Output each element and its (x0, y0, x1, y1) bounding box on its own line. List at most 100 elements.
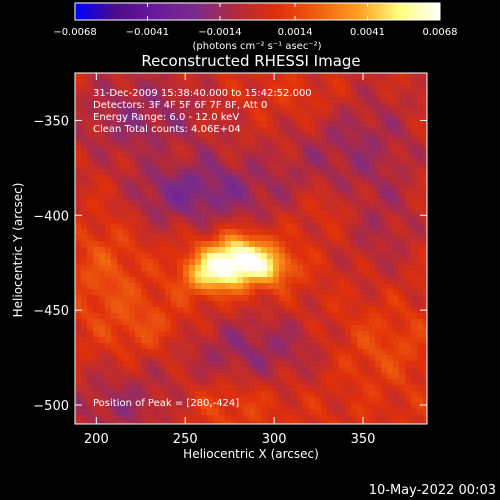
heatmap-cell (297, 139, 304, 146)
heatmap-cell (99, 271, 106, 278)
heatmap-cell (177, 319, 184, 326)
heatmap-cell (375, 259, 382, 266)
heatmap-cell (87, 223, 94, 230)
heatmap-cell (237, 409, 244, 416)
heatmap-cell (195, 415, 202, 422)
heatmap-cell (165, 313, 172, 320)
heatmap-cell (279, 163, 286, 170)
heatmap-cell (81, 151, 88, 158)
heatmap-cell (423, 409, 427, 416)
heatmap-cell (267, 127, 274, 134)
heatmap-cell (393, 385, 400, 392)
heatmap-cell (135, 85, 142, 92)
heatmap-cell (261, 175, 268, 182)
heatmap-cell (291, 343, 298, 350)
heatmap-cell (411, 289, 418, 296)
heatmap-cell (165, 355, 172, 362)
heatmap-cell (399, 193, 406, 200)
heatmap-cell (111, 373, 118, 380)
heatmap-cell (165, 391, 172, 398)
heatmap-cell (243, 79, 250, 86)
heatmap-cell (303, 73, 310, 80)
heatmap-cell (315, 115, 322, 122)
heatmap-cell (111, 127, 118, 134)
heatmap-cell (207, 229, 214, 236)
heatmap-cell (333, 391, 340, 398)
heatmap-cell (243, 253, 250, 260)
heatmap-cell (183, 241, 190, 248)
heatmap-cell (381, 175, 388, 182)
heatmap-cell (207, 109, 214, 116)
heatmap-cell (93, 127, 100, 134)
heatmap-cell (111, 379, 118, 386)
heatmap-cell (93, 343, 100, 350)
heatmap-cell (129, 271, 136, 278)
heatmap-cell (231, 139, 238, 146)
heatmap-cell (129, 73, 136, 80)
heatmap-cell (87, 307, 94, 314)
heatmap-cell (129, 145, 136, 152)
heatmap-cell (267, 331, 274, 338)
heatmap-cell (87, 421, 94, 424)
heatmap-cell (285, 217, 292, 224)
heatmap-cell (237, 361, 244, 368)
heatmap-cell (75, 193, 82, 200)
heatmap-cell (309, 79, 316, 86)
heatmap-cell (93, 391, 100, 398)
heatmap-cell (381, 421, 388, 424)
heatmap-cell (423, 421, 427, 424)
heatmap-cell (387, 145, 394, 152)
heatmap-cell (219, 115, 226, 122)
heatmap-cell (363, 325, 370, 332)
heatmap-cell (159, 271, 166, 278)
heatmap-cell (135, 313, 142, 320)
heatmap-cell (147, 331, 154, 338)
heatmap-cell (153, 253, 160, 260)
heatmap-cell (411, 229, 418, 236)
heatmap-cell (405, 391, 412, 398)
heatmap-cell (111, 175, 118, 182)
heatmap-cell (321, 355, 328, 362)
heatmap-cell (153, 295, 160, 302)
heatmap-cell (375, 151, 382, 158)
heatmap-cell (345, 181, 352, 188)
heatmap-cell (375, 265, 382, 272)
heatmap-cell (219, 355, 226, 362)
heatmap-cell (255, 85, 262, 92)
heatmap-cell (399, 343, 406, 350)
heatmap-cell (99, 313, 106, 320)
heatmap-cell (207, 397, 214, 404)
heatmap-cell (135, 181, 142, 188)
heatmap-cell (195, 271, 202, 278)
heatmap-cell (363, 127, 370, 134)
heatmap-cell (87, 73, 94, 80)
heatmap-cell (291, 409, 298, 416)
heatmap-cell (249, 391, 256, 398)
heatmap-cell (279, 85, 286, 92)
heatmap-cell (345, 289, 352, 296)
heatmap-cell (213, 289, 220, 296)
heatmap-cell (381, 91, 388, 98)
heatmap-cell (219, 211, 226, 218)
heatmap-cell (417, 157, 424, 164)
heatmap-cell (237, 181, 244, 188)
heatmap-cell (411, 169, 418, 176)
heatmap-cell (309, 223, 316, 230)
heatmap-cell (345, 79, 352, 86)
heatmap-cell (357, 349, 364, 356)
heatmap-cell (333, 385, 340, 392)
heatmap-cell (165, 79, 172, 86)
heatmap-cell (423, 181, 427, 188)
heatmap-cell (285, 343, 292, 350)
heatmap-cell (231, 199, 238, 206)
heatmap-cell (243, 169, 250, 176)
heatmap-cell (225, 205, 232, 212)
heatmap-cell (195, 403, 202, 410)
heatmap-cell (207, 115, 214, 122)
heatmap-cell (237, 289, 244, 296)
heatmap-cell (375, 253, 382, 260)
heatmap-cell (75, 379, 82, 386)
heatmap-cell (267, 79, 274, 86)
heatmap-cell (183, 265, 190, 272)
heatmap-cell (291, 325, 298, 332)
